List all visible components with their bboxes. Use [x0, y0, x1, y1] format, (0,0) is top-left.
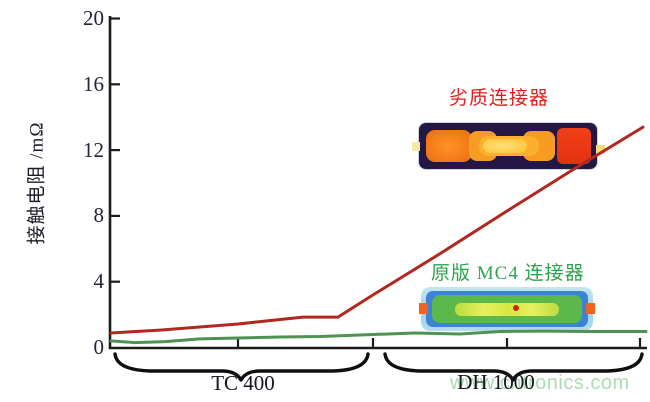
y-tick-label-16: 16: [83, 72, 104, 96]
thermal-contact-tab: [419, 303, 428, 314]
thermal-contact-tab: [412, 142, 420, 151]
thermal-blob: [455, 303, 559, 316]
bad-connector-label: 劣质连接器: [449, 88, 550, 109]
x-region-label-tc400: TC 400: [211, 371, 275, 395]
bad-connector-thermal-image: [412, 123, 605, 169]
x-tick-marks: [236, 338, 642, 348]
y-tick-label-20: 20: [83, 6, 104, 30]
y-tick-label-0: 0: [93, 335, 105, 359]
y-tick-label-12: 12: [83, 138, 104, 162]
thermal-blob: [557, 128, 591, 164]
mc4-connector-label: 原版 MC4 连接器: [431, 263, 585, 284]
y-tick-label-4: 4: [93, 269, 105, 293]
axis-lines: [108, 16, 647, 350]
y-tick-label-8: 8: [93, 203, 105, 227]
thermal-hotspot: [483, 139, 527, 153]
thermal-contact-tab: [586, 303, 595, 314]
mc4-thermal-image: [419, 287, 595, 331]
thermal-hotspot: [513, 305, 519, 311]
thermal-blob: [426, 130, 472, 162]
brace-dh1000: [383, 352, 644, 382]
y-tick-marks: [110, 17, 120, 283]
mc4-line: [109, 329, 648, 345]
brace-tc400: [113, 352, 370, 382]
watermark-text: www.cntronics.com: [450, 372, 630, 394]
bad-connector-line: [109, 125, 645, 335]
thermal-contact-tab: [596, 145, 605, 154]
x-region-label-dh1000: DH 1000: [457, 370, 535, 394]
